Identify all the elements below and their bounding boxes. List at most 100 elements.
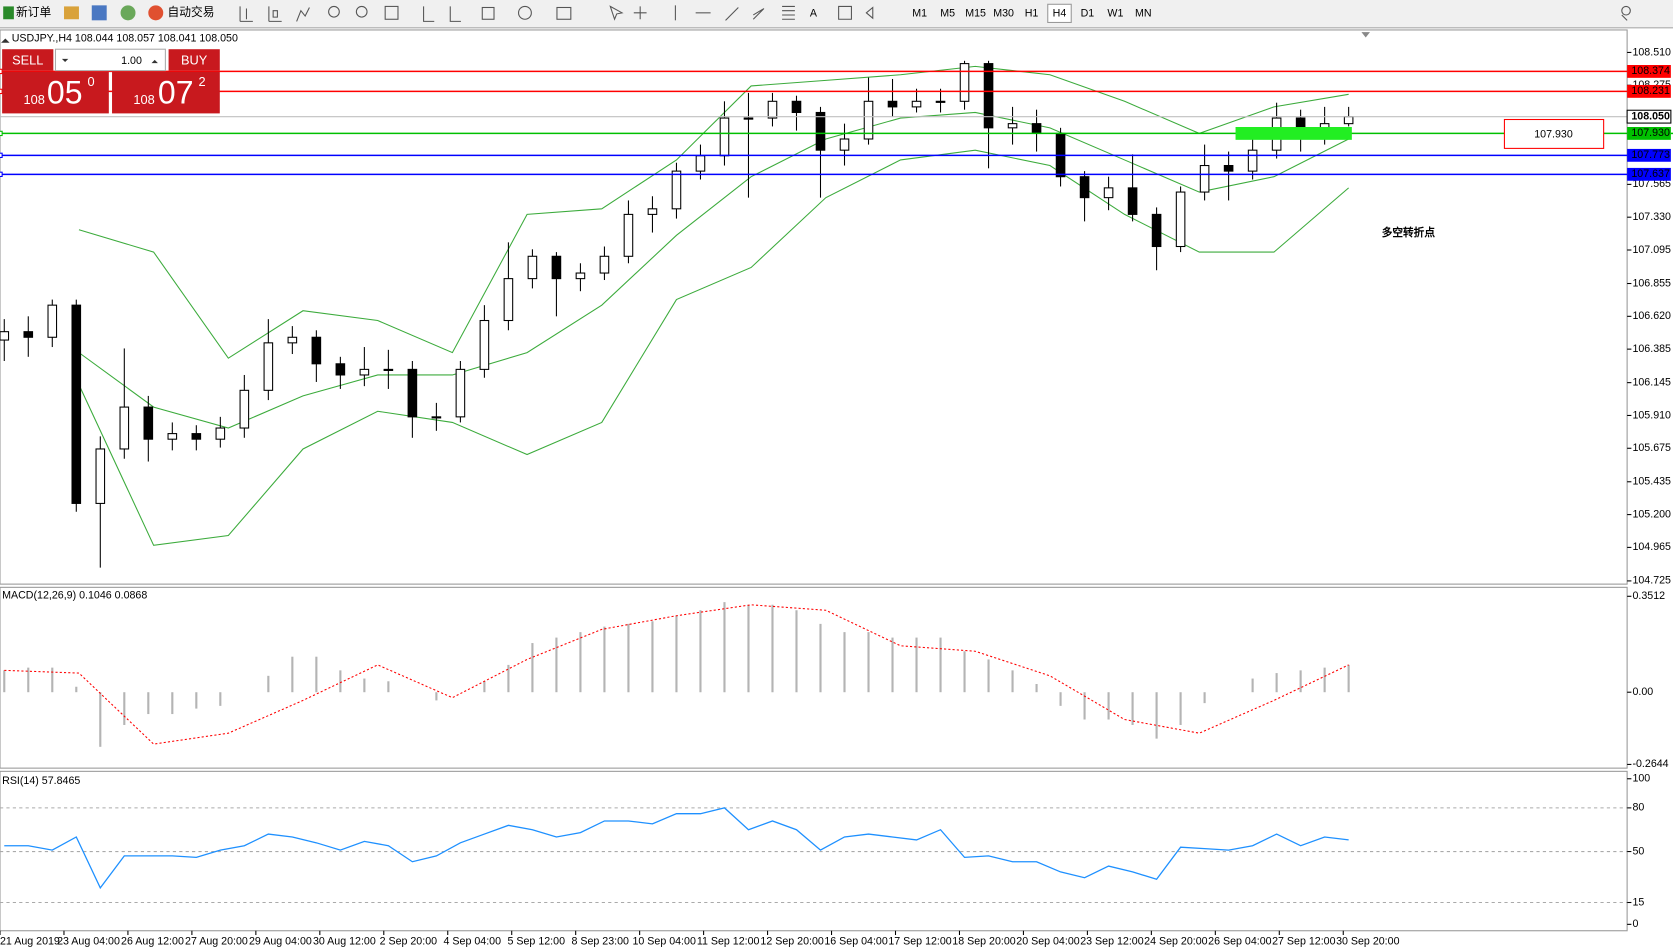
auto-trading-button[interactable]: 自动交易	[168, 5, 215, 19]
x-tick-label: 27 Sep 12:00	[1272, 935, 1335, 947]
candle-body	[839, 138, 850, 151]
bollinger-middle	[78, 111, 1349, 429]
candle-body	[1223, 164, 1234, 172]
toolbar-icon[interactable]	[64, 6, 79, 20]
timeframe-button[interactable]: H1	[1025, 8, 1039, 20]
auto-trading-icon[interactable]	[148, 5, 164, 21]
x-tick-label: 4 Sep 04:00	[444, 935, 502, 947]
candle-body	[455, 368, 466, 418]
y-tick-label: 105.435	[1632, 476, 1671, 488]
candle-body	[719, 117, 730, 157]
y-tick-label: 0.00	[1632, 686, 1653, 698]
level-handle	[0, 171, 3, 178]
one-click-trading: SELL 1.00 BUY 108 05 0 108 07 2	[2, 48, 220, 114]
timeframe-button[interactable]: M30	[993, 8, 1014, 20]
x-tick-label: 2 Sep 20:00	[380, 935, 438, 947]
candle-body	[239, 389, 250, 429]
ask-fraction: 2	[198, 74, 205, 89]
x-tick-label: 17 Sep 12:00	[888, 935, 951, 947]
sell-label[interactable]: SELL	[12, 52, 43, 67]
timeframe-button[interactable]: M5	[940, 8, 955, 20]
timeframe-button[interactable]: M15	[965, 8, 986, 20]
timeframe-button[interactable]: D1	[1081, 8, 1095, 20]
buy-button[interactable]	[168, 49, 220, 71]
x-tick-label: 5 Sep 12:00	[508, 935, 566, 947]
highlight-zone	[1235, 126, 1352, 140]
candle-body	[383, 368, 394, 371]
timeframe-bar: M1 M5 M15 M30 H1 H4 D1 W1 MN	[912, 3, 1152, 24]
candle-body	[1247, 149, 1258, 172]
bid-pips: 05	[47, 75, 83, 111]
current-price-label: 108.050	[1631, 110, 1670, 122]
x-tick-label: 26 Sep 04:00	[1208, 935, 1271, 947]
ask-pips: 07	[158, 75, 194, 111]
candle-body	[1007, 123, 1018, 129]
toolbar-icon[interactable]	[120, 5, 136, 21]
y-tick-label: 106.855	[1632, 277, 1671, 289]
level-label: 108.231	[1631, 85, 1670, 97]
macd-title: MACD(12,26,9) 0.1046 0.0868	[2, 590, 147, 602]
timeframe-button[interactable]: M1	[912, 8, 927, 20]
chart-title: USDJPY.,H4 108.044 108.057 108.041 108.0…	[12, 32, 238, 44]
text-tool-icon[interactable]: A	[810, 8, 818, 20]
lots-field[interactable]	[54, 48, 166, 72]
new-order-icon[interactable]	[3, 6, 14, 20]
candle-body	[167, 433, 178, 440]
x-tick-label: 27 Aug 20:00	[185, 935, 248, 947]
annotation: 多空转折点	[1382, 226, 1436, 239]
candle-body	[599, 255, 610, 274]
price-annotation-box	[1503, 118, 1605, 149]
new-order-button[interactable]: 新订单	[16, 5, 51, 19]
bid-box[interactable]	[2, 71, 109, 114]
y-tick-label: 50	[1632, 845, 1644, 857]
level-handle	[0, 88, 3, 95]
x-tick-label: 18 Sep 20:00	[952, 935, 1015, 947]
y-tick-label: 106.145	[1632, 376, 1671, 388]
candle-body	[863, 100, 874, 140]
level-box	[1627, 167, 1671, 181]
candle-body	[23, 331, 34, 338]
x-tick-label: 24 Sep 20:00	[1144, 935, 1207, 947]
price-annotation: 107.930	[1534, 128, 1573, 140]
level-label: 107.930	[1631, 127, 1670, 139]
timeframe-active	[1047, 3, 1072, 24]
x-tick-label: 10 Sep 04:00	[632, 935, 695, 947]
timeframe-button[interactable]: W1	[1107, 8, 1123, 20]
candle-body	[623, 213, 634, 257]
timeframe-button[interactable]: H4	[1053, 8, 1067, 20]
toolbar	[0, 0, 1673, 28]
candle-body	[143, 406, 154, 440]
x-tick-label: 30 Sep 20:00	[1336, 935, 1399, 947]
candle-body	[647, 208, 658, 215]
y-tick-label: 107.565	[1632, 178, 1671, 190]
bid-fraction: 0	[87, 74, 94, 89]
candle-body	[119, 406, 130, 450]
timeframe-button[interactable]: MN	[1135, 8, 1152, 20]
candle-body	[287, 336, 298, 344]
candle-body	[983, 63, 994, 129]
y-tick-label: 107.095	[1632, 244, 1671, 256]
x-tick-label: 21 Aug 2019	[0, 935, 60, 947]
candle-body	[1079, 176, 1090, 199]
candle-body	[935, 100, 946, 103]
candle-body	[575, 272, 586, 280]
buy-label[interactable]: BUY	[181, 52, 208, 67]
x-tick-label: 16 Sep 04:00	[824, 935, 887, 947]
bid-big: 108	[23, 92, 44, 107]
y-tick-label: 105.910	[1632, 409, 1671, 421]
toolbar-icon[interactable]	[91, 5, 107, 21]
ask-box[interactable]	[112, 71, 220, 114]
sell-button[interactable]	[2, 49, 54, 71]
candle-body	[335, 363, 346, 376]
candle-body	[671, 170, 682, 210]
y-tick-label: 0	[1632, 918, 1638, 930]
x-tick-label: 30 Aug 12:00	[313, 935, 376, 947]
candle-body	[263, 342, 274, 391]
drawing-tools[interactable]	[239, 5, 1631, 22]
y-tick-label: 108.510	[1632, 46, 1671, 58]
rsi-line	[4, 807, 1349, 890]
x-tick-label: 11 Sep 12:00	[697, 935, 760, 947]
lots-value[interactable]: 1.00	[121, 55, 142, 67]
chart-menu-icon	[1, 38, 10, 43]
